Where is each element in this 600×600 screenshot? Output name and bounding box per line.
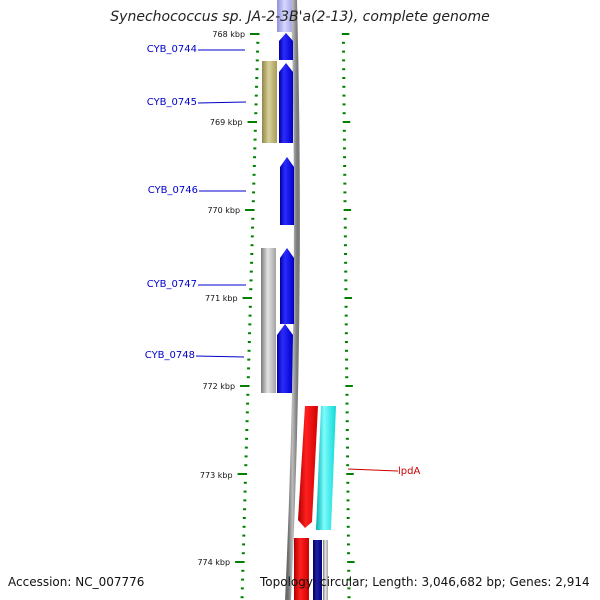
- accession-label: Accession: NC_007776: [8, 575, 145, 589]
- gene-features: [261, 0, 336, 600]
- scale-label: 773 kbp: [200, 471, 233, 480]
- homolog-bar-cyb0745: [262, 61, 277, 143]
- gene-label-leader: [197, 101, 247, 104]
- gene-bar-bottom-gray: [323, 540, 328, 600]
- scale-label: 770 kbp: [207, 206, 240, 215]
- gene-arrow-cyb0748: [277, 324, 293, 393]
- gene-label[interactable]: CYB_0745: [147, 97, 197, 108]
- gene-arrow-cyb0744: [279, 33, 293, 60]
- gene-arrow-cyb0746: [280, 157, 294, 225]
- scale-label: 769 kbp: [210, 118, 243, 127]
- gene-label[interactable]: CYB_0748: [145, 350, 195, 361]
- gene-label[interactable]: CYB_0747: [147, 279, 197, 290]
- scale-label: 772 kbp: [202, 382, 235, 391]
- scale-label: 774 kbp: [197, 558, 230, 567]
- genome-title: Synechococcus sp. JA-2-3B'a(2-13), compl…: [110, 9, 490, 25]
- gene-arrow-bottom-red: [294, 538, 309, 600]
- gene-arrow-lpda: [316, 406, 336, 530]
- gene-arrow-cyb0747: [280, 248, 294, 324]
- gene-label[interactable]: CYB_0744: [147, 44, 197, 55]
- genome-backbone: [285, 0, 300, 600]
- homolog-bar-cyb0747: [261, 248, 276, 393]
- gene-label[interactable]: lpdA: [398, 466, 420, 477]
- gene-label-leader: [347, 468, 399, 472]
- gene-arrow-bottom-navy: [313, 540, 322, 600]
- gene-label-leader: [195, 355, 245, 358]
- gene-arrow-cyb0745: [279, 63, 293, 143]
- scale-label: 771 kbp: [205, 294, 238, 303]
- scale-ticks-right: [341, 33, 355, 599]
- scale-labels: 768 kbp 769 kbp 770 kbp 771 kbp 772 kbp 773 k…: [197, 30, 245, 567]
- topology-summary: Topology: circular; Length: 3,046,682 bp…: [260, 575, 590, 589]
- gene-arrow-partial: [277, 0, 292, 32]
- gene-labels: CYB_0744 CYB_0745 CYB_0746 CYB_0747 CYB_0748…: [145, 44, 421, 477]
- gene-arrow-red: [298, 406, 318, 528]
- scale-label: 768 kbp: [212, 30, 245, 39]
- scale-ticks-left: [235, 33, 260, 599]
- gene-label[interactable]: CYB_0746: [148, 185, 198, 196]
